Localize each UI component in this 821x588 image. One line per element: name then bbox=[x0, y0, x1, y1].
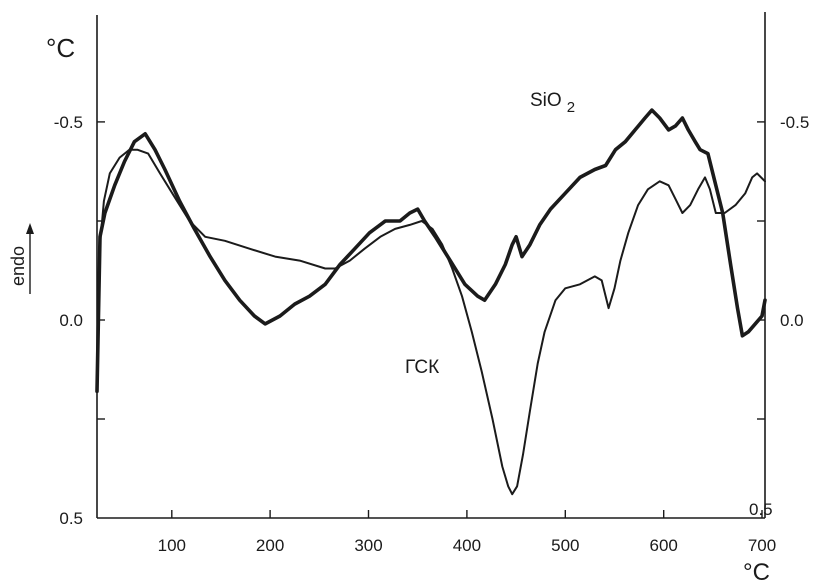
axes bbox=[96, 12, 766, 519]
x-axis-unit-label: °C bbox=[743, 559, 770, 586]
series-label-gsk: ГСК bbox=[405, 357, 439, 378]
x-tick-label: 700 bbox=[748, 536, 776, 555]
endo-annotation: endo bbox=[8, 223, 34, 294]
y-axis-unit-label: °C bbox=[46, 33, 75, 63]
x-tick-label: 100 bbox=[158, 536, 186, 555]
right-y-tick-label: 0.5 bbox=[749, 500, 773, 519]
x-tick-label: 400 bbox=[453, 536, 481, 555]
x-tick-label: 500 bbox=[551, 536, 579, 555]
x-tick-label: 600 bbox=[650, 536, 678, 555]
up-arrow-icon bbox=[26, 223, 34, 294]
series-line-sio2 bbox=[95, 108, 767, 394]
series bbox=[95, 108, 767, 496]
right-y-tick-label: -0.5 bbox=[780, 113, 809, 132]
left-y-tick-label: -0.5 bbox=[54, 113, 83, 132]
left-y-tick-label: 0.0 bbox=[59, 311, 83, 330]
x-tick-label: 300 bbox=[354, 536, 382, 555]
right-y-tick-label: 0.0 bbox=[780, 311, 804, 330]
endo-label: endo bbox=[8, 246, 28, 286]
series-line-gsk bbox=[99, 148, 766, 496]
ticks: 100 200 300 400 500 600 700 -0.5 0.0 0.5 -0.5 0.0 0.… bbox=[54, 113, 810, 555]
left-y-tick-label: 0.5 bbox=[59, 509, 83, 528]
x-tick-label: 200 bbox=[256, 536, 284, 555]
